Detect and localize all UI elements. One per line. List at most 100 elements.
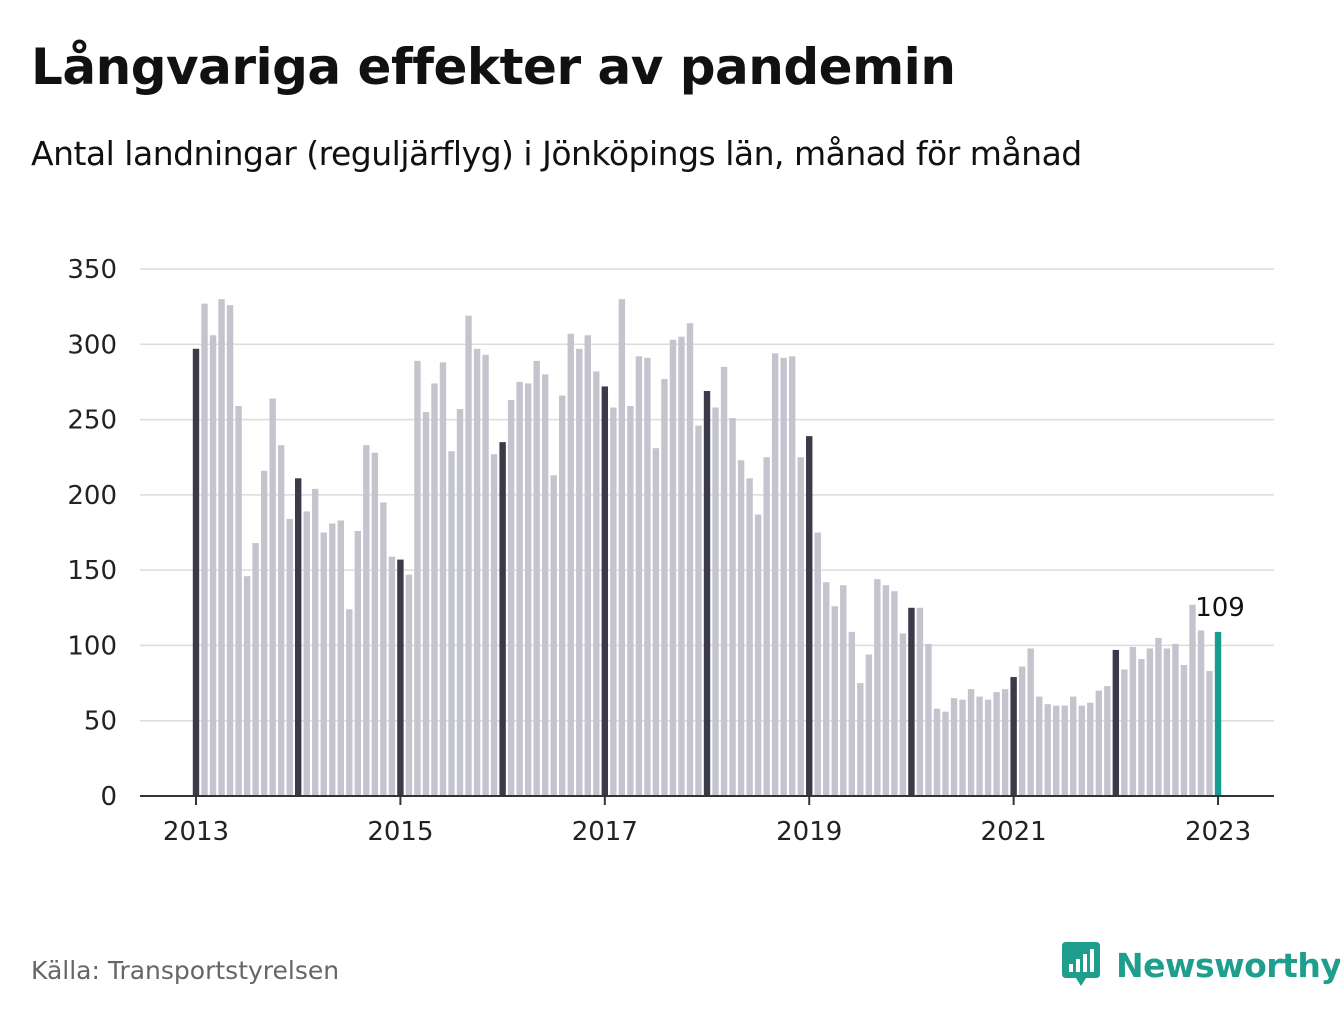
bar xyxy=(627,406,634,796)
newsworthy-logo-icon xyxy=(1062,942,1100,986)
bar xyxy=(576,348,583,796)
bar xyxy=(993,692,1000,796)
bar xyxy=(354,530,362,796)
bar xyxy=(439,362,447,796)
bar xyxy=(1163,648,1171,796)
bar xyxy=(490,454,498,796)
bar xyxy=(635,356,643,796)
y-tick-label: 50 xyxy=(84,707,117,737)
bar xyxy=(1155,637,1162,796)
bar xyxy=(1061,705,1068,796)
bar xyxy=(746,478,753,796)
bar xyxy=(593,371,600,796)
bar xyxy=(1214,631,1222,796)
bar xyxy=(371,452,379,796)
bar xyxy=(848,631,856,796)
bars xyxy=(192,299,1222,796)
bar xyxy=(295,478,302,796)
data-label-latest: 109 xyxy=(1195,593,1245,623)
bar xyxy=(448,451,455,796)
bar xyxy=(499,442,506,796)
bar xyxy=(456,409,464,796)
bar xyxy=(865,654,873,796)
bar xyxy=(1078,705,1085,796)
bar xyxy=(814,532,821,796)
bar xyxy=(277,445,285,796)
bar xyxy=(380,502,387,796)
bar xyxy=(235,406,242,796)
bar xyxy=(686,323,694,796)
bar xyxy=(950,698,958,796)
bar xyxy=(984,699,992,796)
bar xyxy=(720,366,728,796)
annotations: 109 xyxy=(1195,593,1245,623)
bar xyxy=(388,556,396,796)
bar xyxy=(414,360,421,796)
bar xyxy=(192,348,200,796)
bar xyxy=(967,689,975,796)
bar xyxy=(363,445,370,796)
brand-logo: Newsworthy xyxy=(1060,940,1340,990)
bar xyxy=(1027,648,1034,796)
bar xyxy=(567,333,574,796)
bar xyxy=(320,532,327,796)
bar xyxy=(1121,669,1128,796)
bar xyxy=(1018,666,1026,796)
bar xyxy=(678,336,685,796)
bar xyxy=(831,606,838,796)
x-tick-label: 2019 xyxy=(776,817,842,847)
bar xyxy=(763,457,770,796)
bar xyxy=(1146,648,1154,796)
bar xyxy=(695,425,702,796)
bar xyxy=(601,386,609,796)
bar xyxy=(942,711,949,796)
bar xyxy=(899,633,907,796)
bar xyxy=(1053,705,1060,796)
x-tick-label: 2021 xyxy=(981,817,1047,847)
y-tick-label: 150 xyxy=(67,556,117,586)
bar xyxy=(1070,696,1077,796)
bar xyxy=(329,523,336,796)
chart-subtitle: Antal landningar (reguljärflyg) i Jönköp… xyxy=(31,134,1082,173)
bar xyxy=(618,299,626,796)
bar xyxy=(652,448,660,796)
x-tick-label: 2023 xyxy=(1185,817,1251,847)
bar xyxy=(1197,630,1205,796)
bar xyxy=(908,607,915,796)
bar xyxy=(243,576,251,796)
bar xyxy=(797,457,804,796)
bar xyxy=(405,574,413,796)
bar xyxy=(533,360,540,796)
brand-name: Newsworthy xyxy=(1116,945,1340,985)
bar xyxy=(286,518,293,796)
bar xyxy=(209,335,217,796)
y-tick-label: 0 xyxy=(100,782,117,812)
bar xyxy=(252,543,259,796)
bar xyxy=(201,303,208,796)
bar xyxy=(465,315,472,796)
bar xyxy=(1104,686,1111,796)
bar xyxy=(959,699,966,796)
bar xyxy=(269,398,276,796)
x-tick-label: 2015 xyxy=(367,817,433,847)
bar xyxy=(1001,689,1009,796)
bar xyxy=(550,475,557,796)
bar xyxy=(644,357,651,796)
chart-title: Långvariga effekter av pandemin xyxy=(31,38,956,96)
bar xyxy=(337,520,344,796)
bar xyxy=(303,511,310,796)
bar xyxy=(891,591,898,796)
bar xyxy=(1180,665,1188,796)
bar xyxy=(473,348,481,796)
bar xyxy=(541,374,549,796)
bar xyxy=(780,357,787,796)
y-tick-label: 300 xyxy=(67,330,117,360)
y-tick-label: 100 xyxy=(67,631,117,661)
bar xyxy=(226,305,234,796)
bar xyxy=(1189,604,1196,796)
bar xyxy=(559,395,566,796)
bar xyxy=(397,559,404,796)
bar xyxy=(1010,677,1017,796)
bar xyxy=(1206,671,1213,796)
